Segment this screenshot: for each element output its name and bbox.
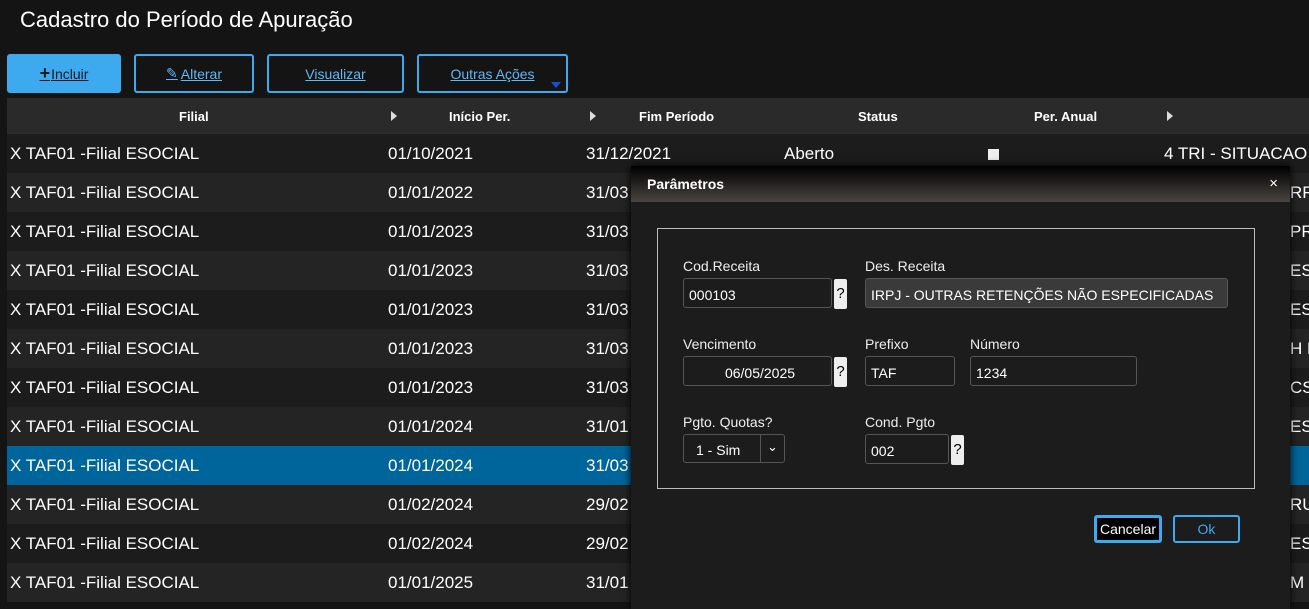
outras-acoes-button[interactable]: Outras Ações: [417, 54, 568, 93]
dialog-title: Parâmetros: [647, 176, 725, 192]
cell-fim: 31/03: [586, 378, 629, 397]
table-row[interactable]: X TAF01 -Filial ESOCIAL 01/10/2021 31/12/2…: [7, 134, 1309, 173]
ok-button[interactable]: Ok: [1173, 515, 1240, 543]
cell-fim: 29/02: [586, 534, 629, 553]
alterar-button[interactable]: ✎ Alterar: [134, 54, 254, 93]
des-receita-label: Des. Receita: [865, 258, 946, 274]
incluir-button[interactable]: + Incluir: [7, 54, 121, 93]
cell-filial: X TAF01 -Filial ESOCIAL: [10, 456, 200, 475]
cell-tail: ES: [1290, 417, 1309, 436]
des-receita-input[interactable]: IRPJ - OUTRAS RETENÇÕES NÃO ESPECIFICADA…: [865, 278, 1228, 308]
cell-fim: 31/03: [586, 261, 629, 280]
cond-pgto-lookup-button[interactable]: ?: [951, 435, 964, 465]
col-per-anual[interactable]: Per. Anual: [1034, 109, 1098, 124]
cell-tail: ES: [1290, 534, 1309, 553]
cell-inicio: 01/02/2024: [388, 495, 474, 514]
col-fim[interactable]: Fim Período: [639, 109, 715, 124]
prefixo-input[interactable]: TAF: [865, 356, 955, 386]
cell-inicio: 01/01/2025: [388, 573, 474, 592]
cell-tail: ES: [1290, 261, 1309, 280]
cell-status: Aberto: [784, 144, 835, 163]
plus-icon: +: [39, 63, 51, 83]
pencil-icon: ✎: [166, 65, 178, 81]
vencimento-label: Vencimento: [683, 336, 757, 352]
cell-inicio: 01/02/2024: [388, 534, 474, 553]
grid-header: Filial Início Per. Fim Período Status Pe…: [7, 98, 1309, 134]
cell-fim: 31/03: [586, 339, 629, 358]
dialog-header: Parâmetros ×: [631, 166, 1290, 202]
vencimento-input[interactable]: 06/05/2025: [683, 356, 832, 386]
cell-tail: PR: [1290, 222, 1309, 241]
cell-fim: 31/01: [586, 573, 629, 592]
cell-tail: M: [1290, 573, 1305, 592]
visualizar-button[interactable]: Visualizar: [267, 54, 404, 93]
cell-tail: ES: [1290, 300, 1309, 319]
cell-fim: 31/01: [586, 417, 629, 436]
page-title: Cadastro do Período de Apuração: [20, 7, 353, 32]
cell-fim: 29/02: [586, 495, 629, 514]
cell-fim: 31/12/2021: [586, 144, 672, 163]
cell-filial: X TAF01 -Filial ESOCIAL: [10, 144, 200, 163]
parameters-fieldset: Cod.Receita 000103 ? Des. Receita IRPJ -…: [657, 228, 1255, 489]
cell-filial: X TAF01 -Filial ESOCIAL: [10, 261, 200, 280]
numero-label: Número: [970, 336, 1020, 352]
col-filial[interactable]: Filial: [179, 109, 209, 124]
pgto-quotas-label: Pgto. Quotas?: [683, 414, 773, 430]
cod-receita-label: Cod.Receita: [683, 258, 761, 274]
cell-filial: X TAF01 -Filial ESOCIAL: [10, 222, 200, 241]
cell-inicio: 01/01/2023: [388, 339, 474, 358]
col-status[interactable]: Status: [858, 109, 898, 124]
cell-fim: 31/03: [586, 300, 629, 319]
cell-filial: X TAF01 -Filial ESOCIAL: [10, 378, 200, 397]
cod-receita-lookup-button[interactable]: ?: [834, 279, 847, 309]
cell-filial: X TAF01 -Filial ESOCIAL: [10, 339, 200, 358]
cell-inicio: 01/10/2021: [388, 144, 474, 163]
checkbox[interactable]: [988, 149, 999, 160]
cell-tail: CS: [1290, 378, 1309, 397]
cell-inicio: 01/01/2023: [388, 222, 474, 241]
cell-tail: H E: [1290, 339, 1309, 358]
numero-input[interactable]: 1234: [970, 356, 1137, 386]
cell-filial: X TAF01 -Filial ESOCIAL: [10, 495, 200, 514]
prefixo-label: Prefixo: [865, 336, 909, 352]
chevron-down-icon: ⌄: [760, 435, 784, 462]
cell-fim: 31/03: [586, 222, 629, 241]
col-inicio[interactable]: Início Per.: [449, 109, 511, 124]
cell-filial: X TAF01 -Filial ESOCIAL: [10, 183, 200, 202]
cond-pgto-input[interactable]: 002: [865, 434, 949, 464]
cell-inicio: 01/01/2023: [388, 300, 474, 319]
cell-tail: RF: [1290, 183, 1309, 202]
cond-pgto-label: Cond. Pgto: [865, 414, 936, 430]
close-icon[interactable]: ×: [1269, 175, 1278, 192]
vencimento-calendar-button[interactable]: ?: [834, 357, 847, 387]
cancelar-button[interactable]: Cancelar: [1094, 515, 1162, 543]
cod-receita-input[interactable]: 000103: [683, 278, 832, 308]
cell-inicio: 01/01/2023: [388, 378, 474, 397]
cell-filial: X TAF01 -Filial ESOCIAL: [10, 573, 200, 592]
cell-fim: 31/03: [586, 183, 629, 202]
parametros-dialog: Parâmetros × Cod.Receita 000103 ? Des. R…: [631, 166, 1290, 609]
cell-fim: 31/03: [586, 456, 629, 475]
cell-filial: X TAF01 -Filial ESOCIAL: [10, 417, 200, 436]
cell-inicio: 01/01/2023: [388, 261, 474, 280]
cell-tail: RU: [1290, 495, 1309, 514]
sort-arrow-icon[interactable]: [590, 111, 596, 121]
cell-filial: X TAF01 -Filial ESOCIAL: [10, 300, 200, 319]
caret-down-icon: [551, 82, 561, 88]
cell-inicio: 01/01/2024: [388, 456, 474, 475]
pgto-quotas-select[interactable]: 1 - Sim ⌄: [683, 434, 785, 463]
cell-inicio: 01/01/2024: [388, 417, 474, 436]
cell-per-anual: 4 TRI - SITUACAO: [1164, 144, 1308, 163]
sort-arrow-icon[interactable]: [391, 111, 397, 121]
cell-filial: X TAF01 -Filial ESOCIAL: [10, 534, 200, 553]
cell-inicio: 01/01/2022: [388, 183, 474, 202]
sort-arrow-icon[interactable]: [1167, 111, 1173, 121]
